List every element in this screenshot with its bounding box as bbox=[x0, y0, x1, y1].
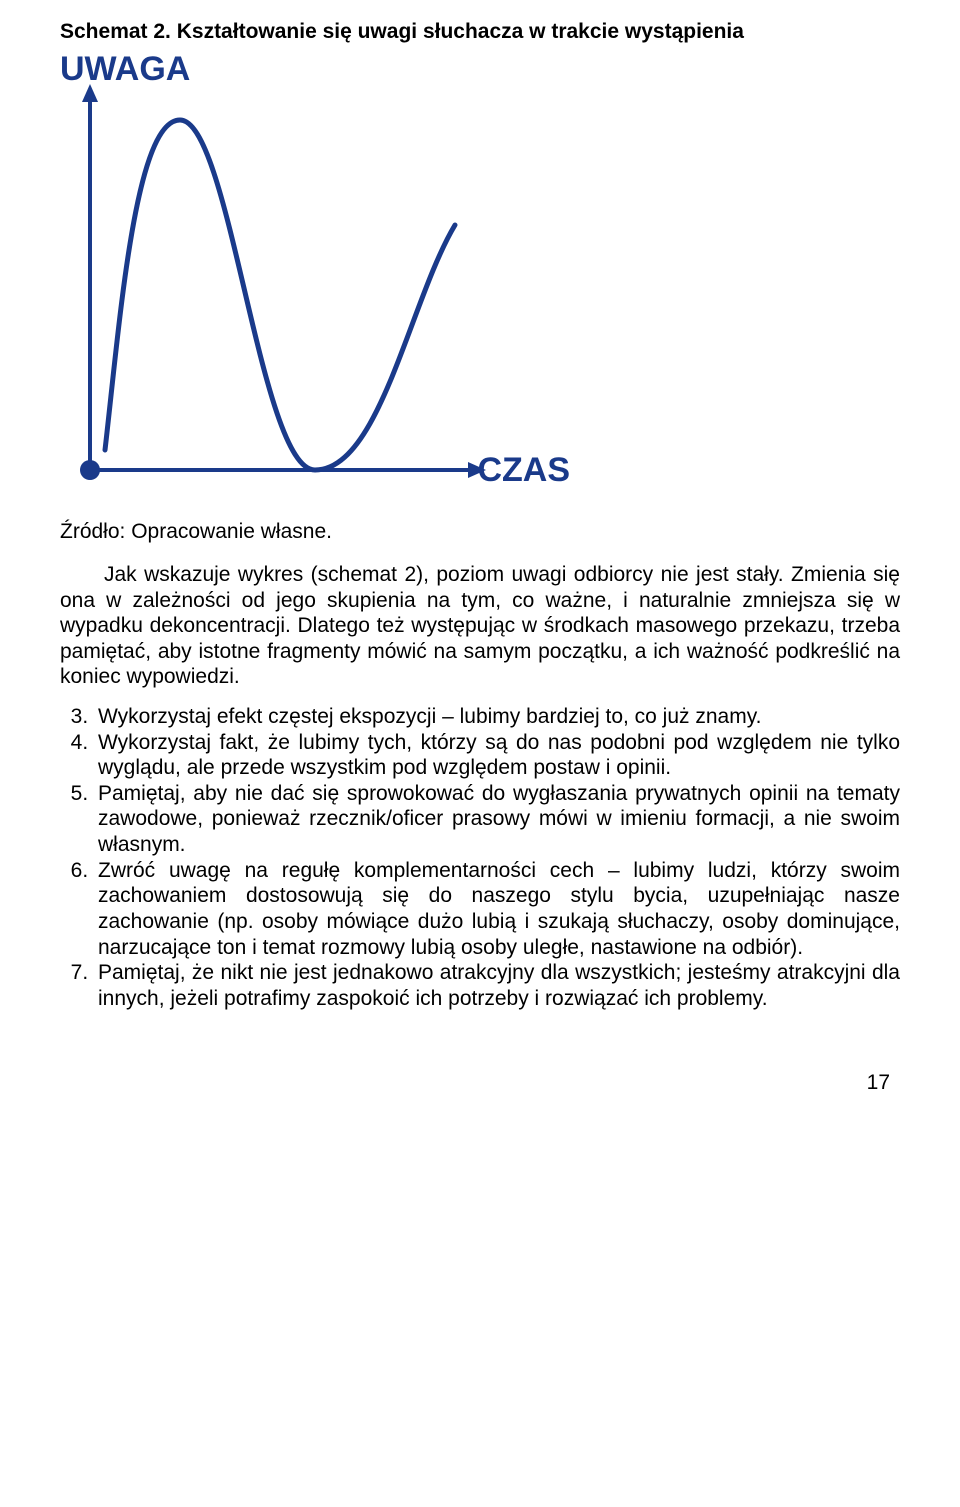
list-item: Pamiętaj, że nikt nie jest jednakowo atr… bbox=[94, 960, 900, 1011]
x-axis-label: CZAS bbox=[477, 451, 570, 490]
tips-list: Wykorzystaj efekt częstej ekspozycji – l… bbox=[60, 704, 900, 1011]
origin-marker bbox=[80, 460, 100, 480]
figure-title: Schemat 2. Kształtowanie się uwagi słuch… bbox=[60, 20, 900, 44]
source-text: Źródło: Opracowanie własne. bbox=[60, 520, 900, 544]
y-axis-arrow bbox=[82, 84, 98, 102]
attention-curve bbox=[105, 120, 455, 470]
list-item: Zwróć uwagę na regułę komplementarności … bbox=[94, 858, 900, 960]
body-paragraph: Jak wskazuje wykres (schemat 2), poziom … bbox=[60, 562, 900, 690]
page-number: 17 bbox=[60, 1071, 900, 1095]
list-item: Wykorzystaj fakt, że lubimy tych, którzy… bbox=[94, 730, 900, 781]
list-item: Wykorzystaj efekt częstej ekspozycji – l… bbox=[94, 704, 900, 730]
chart-svg bbox=[60, 80, 500, 490]
attention-chart: UWAGA CZAS bbox=[60, 50, 580, 510]
list-item: Pamiętaj, aby nie dać się sprowokować do… bbox=[94, 781, 900, 858]
